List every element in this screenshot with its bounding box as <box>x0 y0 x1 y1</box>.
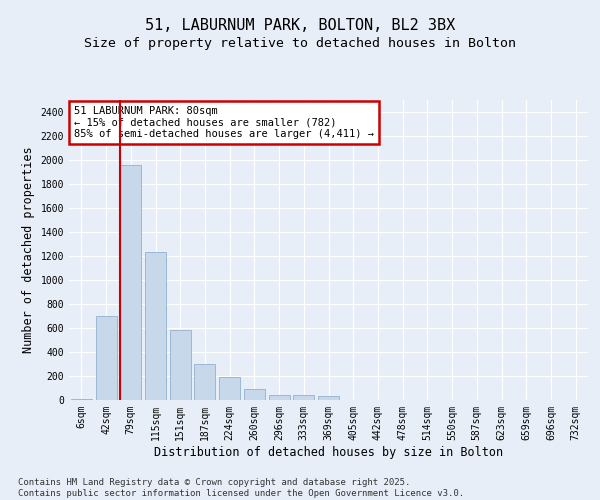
Bar <box>170 330 191 400</box>
Text: 51, LABURNUM PARK, BOLTON, BL2 3BX: 51, LABURNUM PARK, BOLTON, BL2 3BX <box>145 18 455 32</box>
Bar <box>244 389 265 400</box>
Bar <box>71 399 92 400</box>
Bar <box>145 252 166 400</box>
Text: Size of property relative to detached houses in Bolton: Size of property relative to detached ho… <box>84 38 516 51</box>
Bar <box>219 376 240 400</box>
Y-axis label: Number of detached properties: Number of detached properties <box>22 146 35 354</box>
Bar <box>318 396 339 400</box>
Bar <box>95 316 116 400</box>
Bar <box>293 395 314 400</box>
X-axis label: Distribution of detached houses by size in Bolton: Distribution of detached houses by size … <box>154 446 503 458</box>
Text: 51 LABURNUM PARK: 80sqm
← 15% of detached houses are smaller (782)
85% of semi-d: 51 LABURNUM PARK: 80sqm ← 15% of detache… <box>74 106 374 139</box>
Bar <box>269 394 290 400</box>
Text: Contains HM Land Registry data © Crown copyright and database right 2025.
Contai: Contains HM Land Registry data © Crown c… <box>18 478 464 498</box>
Bar <box>120 165 141 400</box>
Bar <box>194 364 215 400</box>
